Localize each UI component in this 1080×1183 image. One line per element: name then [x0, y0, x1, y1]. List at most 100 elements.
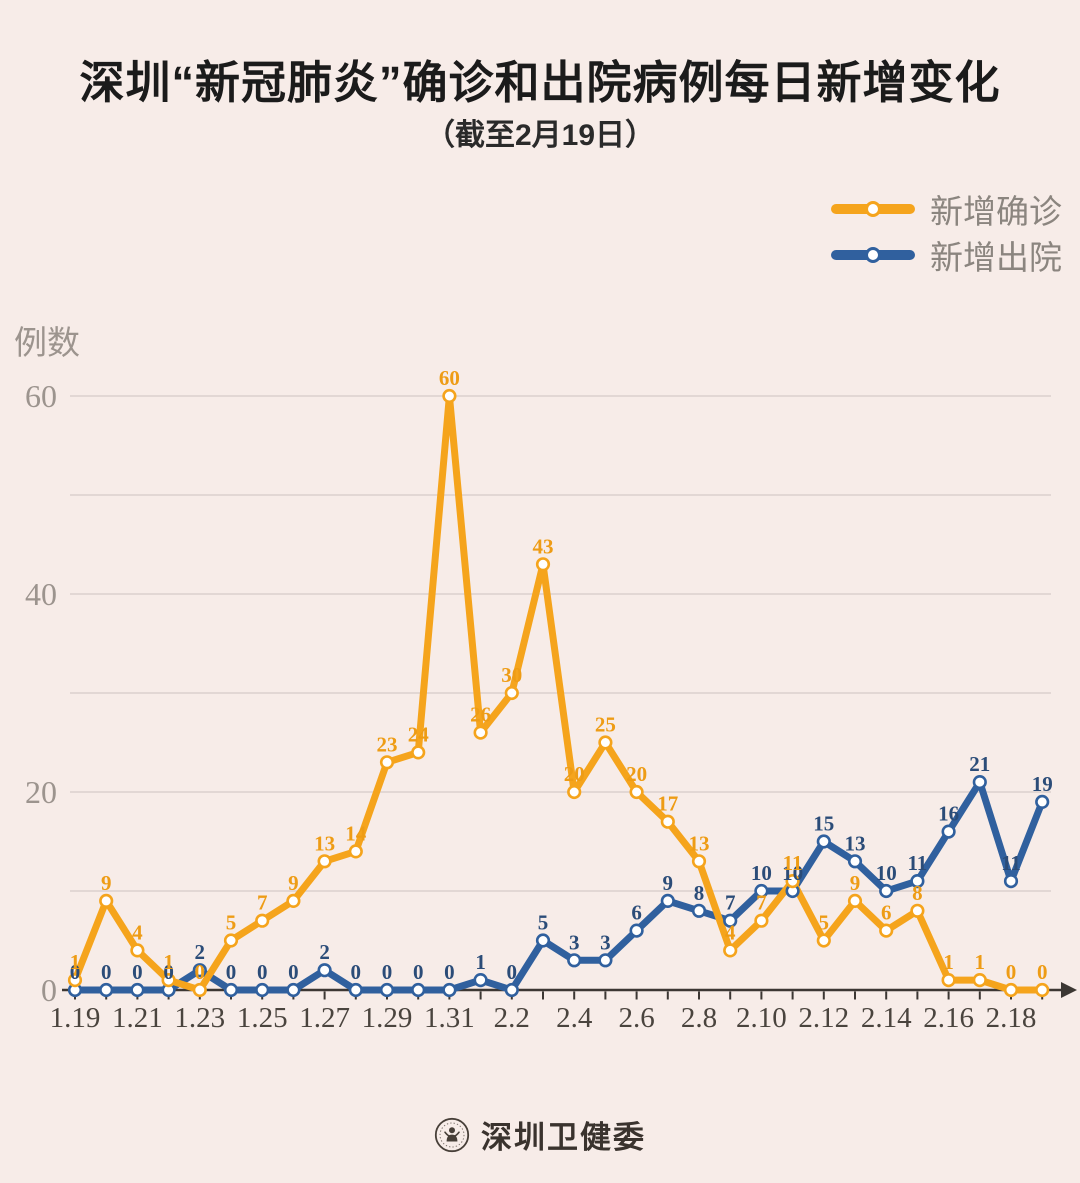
confirmed-line-swatch-icon: [831, 201, 915, 217]
discharged-point: [754, 883, 769, 899]
discharged-data-label: 0: [288, 960, 299, 984]
confirmed-data-label: 14: [345, 821, 367, 845]
confirmed-point: [1003, 982, 1019, 998]
discharged-point: [972, 774, 987, 790]
discharged-point: [691, 903, 707, 918]
confirmed-data-label: 1: [163, 950, 174, 974]
y-axis-unit-label: 例数: [14, 324, 80, 361]
discharged-point: [723, 913, 738, 928]
confirmed-point: [99, 893, 114, 909]
confirmed-point: [535, 557, 551, 572]
confirmed-data-label: 7: [756, 891, 767, 915]
confirmed-data-label: 9: [850, 871, 861, 895]
discharged-point: [473, 972, 488, 988]
discharged-marker-icon: [865, 247, 881, 263]
discharged-data-label: 10: [751, 861, 772, 885]
discharged-data-label: 3: [569, 930, 580, 954]
y-tick-label: 0: [41, 972, 57, 1008]
confirmed-point: [847, 893, 863, 909]
confirmed-point: [598, 735, 613, 750]
confirmed-point: [348, 844, 363, 859]
discharged-data-label: 9: [663, 871, 674, 895]
x-tick-label: 1.29: [362, 1002, 413, 1034]
confirmed-data-label: 4: [132, 920, 143, 944]
discharged-data-label: 10: [782, 861, 803, 885]
confirmed-point: [567, 784, 582, 800]
legend-item-discharged: 新增出院: [831, 238, 1062, 276]
y-tick-label: 20: [25, 774, 57, 810]
discharged-point: [660, 893, 675, 909]
confirmed-point: [785, 873, 800, 889]
discharged-point: [504, 982, 519, 998]
footer: 深圳卫健委: [0, 1112, 1080, 1157]
discharged-data-label: 2: [319, 940, 330, 964]
discharged-data-label: 11: [907, 851, 927, 875]
confirmed-data-label: 60: [439, 366, 460, 390]
x-tick-label: 2.16: [923, 1002, 974, 1034]
szhc-circular-emblem-icon: [434, 1117, 470, 1152]
confirmed-data-label: 20: [564, 762, 585, 786]
legend-label-confirmed: 新增确诊: [930, 193, 1062, 230]
confirmed-point: [910, 903, 925, 918]
discharged-point: [816, 834, 831, 849]
confirmed-point: [411, 745, 426, 760]
legend: 新增确诊 新增出院: [831, 192, 1062, 284]
discharged-data-label: 0: [132, 960, 143, 984]
discharged-data-label: 0: [101, 960, 112, 984]
confirmed-data-label: 6: [881, 901, 892, 925]
page-title: 深圳“新冠肺炎”确诊和出院病例每日新增变化: [79, 57, 1001, 108]
confirmed-data-label: 24: [408, 722, 430, 746]
discharged-data-label: 0: [351, 960, 362, 984]
discharged-point: [1003, 873, 1019, 889]
confirmed-data-label: 1: [975, 950, 986, 974]
discharged-point: [317, 963, 332, 978]
confirmed-data-label: 0: [195, 960, 206, 984]
discharged-data-label: 10: [876, 861, 897, 885]
x-tick-label: 1.21: [112, 1002, 163, 1034]
discharged-point: [223, 982, 239, 998]
discharged-point: [442, 982, 457, 998]
x-tick-label: 1.23: [174, 1002, 225, 1034]
confirmed-point: [223, 933, 239, 948]
discharged-point: [255, 982, 270, 998]
confirmed-point: [879, 923, 894, 938]
x-axis-arrow-icon: [1061, 982, 1077, 998]
confirmed-point: [130, 943, 145, 958]
confirmed-point: [161, 972, 176, 988]
confirmed-point: [723, 943, 738, 958]
discharged-data-label: 0: [382, 960, 393, 984]
confirmed-data-label: 1: [70, 950, 81, 974]
confirmed-point: [67, 972, 83, 988]
confirmed-data-label: 20: [626, 762, 647, 786]
discharged-line-swatch-icon: [831, 247, 915, 263]
confirmed-point: [473, 725, 488, 740]
discharged-data-label: 5: [538, 911, 549, 935]
x-tick-label: 1.27: [299, 1002, 350, 1034]
confirmed-point: [317, 854, 332, 869]
discharged-data-label: 11: [1001, 851, 1021, 875]
discharged-data-label: 15: [813, 812, 834, 836]
discharged-data-label: 8: [694, 881, 705, 905]
confirmed-point: [504, 685, 519, 701]
confirmed-marker-icon: [865, 201, 881, 217]
confirmed-point: [660, 814, 675, 829]
confirmed-point: [192, 982, 207, 998]
x-tick-label: 2.12: [798, 1002, 849, 1034]
confirmed-data-label: 23: [377, 732, 398, 756]
confirmed-point: [442, 388, 457, 404]
confirmed-data-label: 43: [533, 534, 554, 558]
discharged-data-label: 7: [725, 891, 736, 915]
discharged-data-label: 21: [969, 752, 990, 776]
x-tick-label: 2.6: [618, 1002, 654, 1034]
y-tick-label: 60: [25, 378, 57, 414]
x-tick-label: 1.19: [50, 1002, 101, 1034]
discharged-data-label: 0: [226, 960, 237, 984]
confirmed-data-label: 17: [657, 792, 678, 816]
confirmed-data-label: 9: [101, 871, 112, 895]
confirmed-data-label: 5: [226, 911, 237, 935]
discharged-data-label: 6: [631, 901, 642, 925]
discharged-data-label: 0: [413, 960, 424, 984]
x-tick-label: 2.10: [736, 1002, 787, 1034]
discharged-point: [847, 854, 863, 869]
discharged-point: [879, 883, 894, 899]
